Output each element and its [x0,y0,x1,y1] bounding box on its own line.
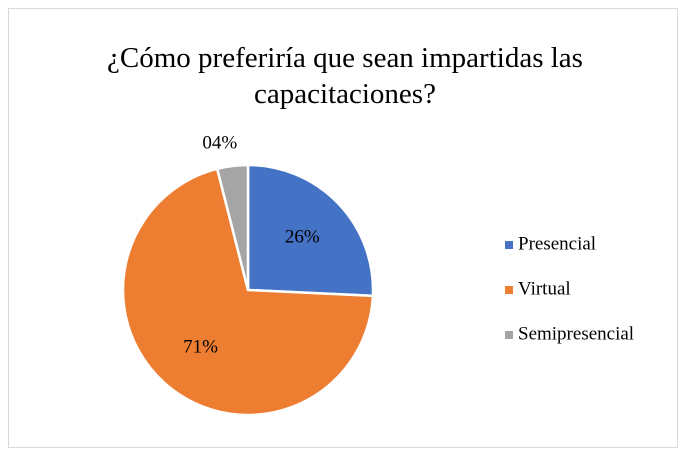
pie-slice [246,163,375,298]
chart-title: ¿Cómo preferiría que sean impartidas las… [107,42,583,110]
legend-swatch [505,331,513,339]
pie-slice [121,167,375,417]
chart-frame [8,8,678,448]
legend-label: Semipresencial [518,323,634,344]
legend-label: Virtual [518,278,571,299]
data-label: 71% [183,336,218,357]
legend-label: Presencial [518,233,596,254]
legend-swatch [505,241,513,249]
legend-swatch [505,286,513,294]
data-label: 26% [285,227,320,248]
data-label: 04% [202,132,237,153]
pie-slice [215,163,250,291]
